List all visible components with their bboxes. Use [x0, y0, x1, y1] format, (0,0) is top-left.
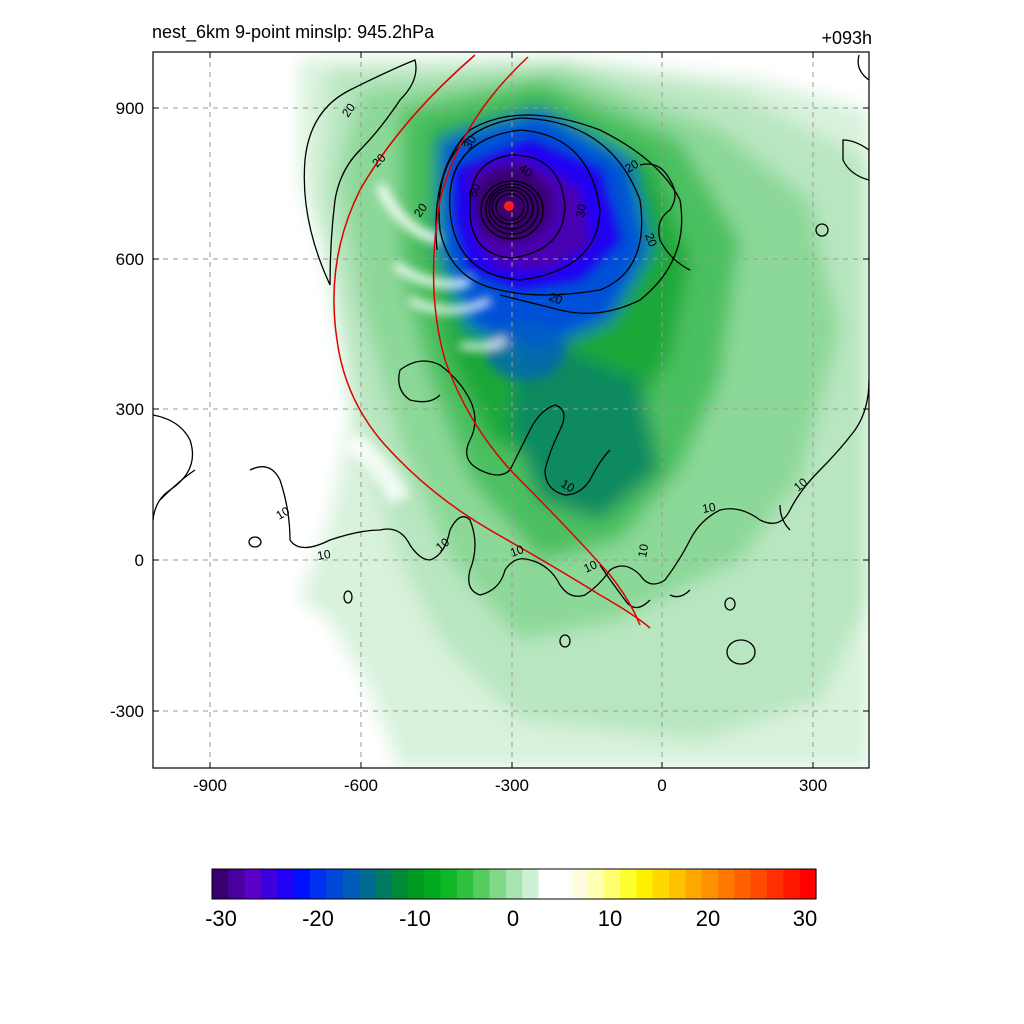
colorbar-swatch — [277, 869, 295, 899]
colorbar-tick-label: 10 — [598, 906, 622, 931]
colorbar-swatch — [685, 869, 703, 899]
contour-label: 10 — [635, 543, 651, 559]
colorbar — [212, 869, 817, 899]
colorbar-swatch — [326, 869, 344, 899]
contour-label: 10 — [701, 500, 717, 516]
colorbar-tick-label: -10 — [399, 906, 431, 931]
contour-label: 30 — [573, 203, 589, 219]
x-tick-label: -300 — [495, 776, 529, 795]
colorbar-swatch — [391, 869, 409, 899]
y-axis-labels: 900 600 300 0 -300 — [110, 99, 144, 721]
colorbar-swatch — [260, 869, 278, 899]
colorbar-swatch — [293, 869, 311, 899]
colorbar-swatch — [571, 869, 589, 899]
colorbar-swatch — [375, 869, 393, 899]
contour-label: 10 — [508, 542, 526, 560]
colorbar-swatch — [701, 869, 719, 899]
colorbar-swatch — [358, 869, 376, 899]
colorbar-swatch — [734, 869, 752, 899]
contour-label: 10 — [274, 504, 293, 523]
contour-lines — [153, 54, 869, 665]
colorbar-swatch — [587, 869, 605, 899]
colorbar-swatch — [767, 869, 784, 899]
contour-label: 30 — [460, 133, 479, 152]
colorbar-swatch — [799, 869, 817, 899]
colorbar-swatch — [456, 869, 474, 899]
storm-center-marker — [504, 201, 514, 211]
colorbar-swatch — [440, 869, 458, 899]
x-tick-label: 0 — [657, 776, 666, 795]
colorbar-swatch — [473, 869, 491, 899]
contour-label: 20 — [642, 231, 660, 249]
colorbar-labels: -30 -20 -10 0 10 20 30 — [205, 906, 817, 931]
colorbar-swatch — [620, 869, 638, 899]
contour-label: 10 — [559, 476, 578, 495]
x-tick-label: -900 — [193, 776, 227, 795]
x-tick-label: 300 — [799, 776, 827, 795]
colorbar-tick-label: 30 — [793, 906, 817, 931]
x-tick-label: -600 — [344, 776, 378, 795]
colorbar-swatch — [669, 869, 686, 899]
forecast-hour-label: +093h — [821, 28, 872, 48]
colorbar-tick-label: -30 — [205, 906, 237, 931]
colorbar-swatch — [554, 869, 572, 899]
colorbar-swatch — [505, 869, 523, 899]
colorbar-swatch — [538, 869, 556, 899]
plot-frame — [152, 51, 870, 769]
colorbar-frame — [211, 868, 817, 900]
y-tick-label: 900 — [116, 99, 144, 118]
contour-label: 10 — [316, 547, 332, 563]
axis-ticks — [153, 52, 869, 768]
colorbar-swatch — [309, 869, 327, 899]
colorbar-swatch — [636, 869, 654, 899]
colorbar-swatch — [750, 869, 768, 899]
y-tick-label: -300 — [110, 702, 144, 721]
colorbar-swatch — [244, 869, 262, 899]
colorbar-tick-label: 0 — [507, 906, 519, 931]
x-axis-labels: -900 -600 -300 0 300 — [193, 776, 827, 795]
front-lines — [333, 54, 651, 629]
colorbar-tick-label: -20 — [302, 906, 334, 931]
plot-title: nest_6km 9-point minslp: 945.2hPa — [152, 22, 435, 42]
colorbar-swatch — [424, 869, 442, 899]
y-tick-label: 300 — [116, 400, 144, 419]
colorbar-swatch — [212, 869, 229, 899]
colorbar-swatch — [603, 869, 621, 899]
colorbar-swatch — [783, 869, 801, 899]
colorbar-swatch — [652, 869, 670, 899]
contour-label: 10 — [581, 557, 599, 575]
y-tick-label: 0 — [135, 551, 144, 570]
colorbar-swatch — [342, 869, 360, 899]
colorbar-swatch — [489, 869, 507, 899]
colorbar-swatch — [228, 869, 246, 899]
contour-label: 20 — [547, 290, 565, 308]
colorbar-swatch — [522, 869, 540, 899]
colorbar-swatch — [407, 869, 425, 899]
colorbar-swatch — [718, 869, 735, 899]
contour-label: 50 — [466, 181, 484, 199]
contour-label: 20 — [623, 157, 642, 176]
colorbar-tick-label: 20 — [696, 906, 720, 931]
y-tick-label: 600 — [116, 250, 144, 269]
